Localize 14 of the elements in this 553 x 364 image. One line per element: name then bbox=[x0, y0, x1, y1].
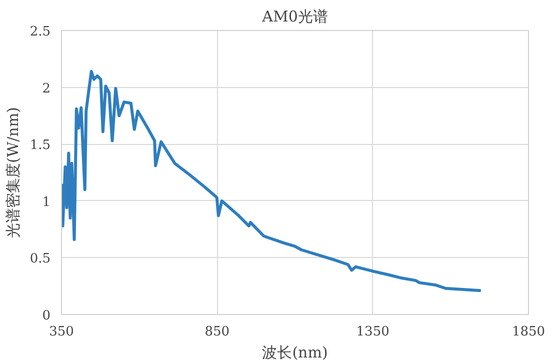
y-tick-label: 0.5 bbox=[30, 252, 51, 267]
y-tick-label: 0 bbox=[42, 308, 51, 324]
line-series bbox=[62, 70, 482, 292]
x-axis-title: 波长(nm) bbox=[262, 344, 328, 362]
x-tick-label: 850 bbox=[204, 324, 230, 340]
x-tick-label: 350 bbox=[49, 324, 74, 340]
x-tick-label: 1350 bbox=[356, 324, 390, 340]
y-tick-label: 1.5 bbox=[30, 138, 51, 154]
x-tick-label: 1850 bbox=[512, 324, 546, 340]
y-axis-title: 光谱密集度(W/nm) bbox=[4, 106, 22, 238]
y-tick-label: 2 bbox=[42, 81, 51, 96]
chart-title: AM0光谱 bbox=[261, 8, 328, 26]
y-tick-label: 1 bbox=[42, 194, 51, 210]
y-tick-label: 2.5 bbox=[30, 24, 51, 40]
